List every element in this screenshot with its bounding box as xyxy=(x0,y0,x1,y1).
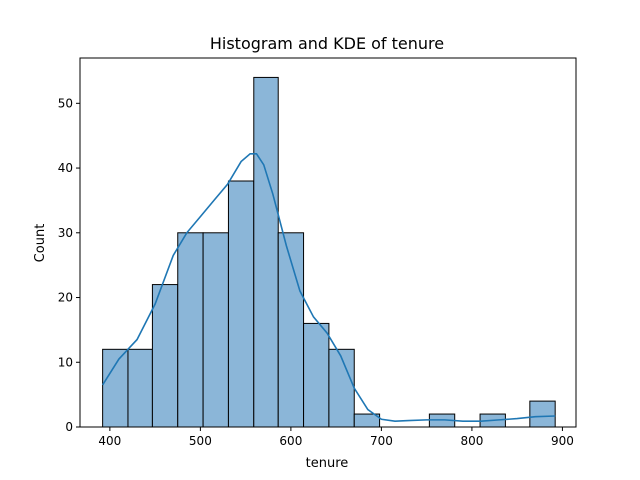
y-tick-label: 40 xyxy=(58,161,73,175)
x-tick-label: 700 xyxy=(370,434,393,448)
kde-curve xyxy=(101,153,556,422)
x-tick-label: 500 xyxy=(189,434,212,448)
y-axis-ticks: 0 10 20 30 40 50 xyxy=(58,96,80,434)
plot-frame xyxy=(79,57,577,428)
x-tick-label: 600 xyxy=(279,434,302,448)
y-tick-label: 0 xyxy=(65,420,73,434)
x-tick-label: 900 xyxy=(551,434,574,448)
chart-title: Histogram and KDE of tenure xyxy=(210,34,444,53)
histogram-bar xyxy=(202,232,229,428)
x-axis-ticks: 400 500 600 700 800 900 xyxy=(98,427,574,448)
y-tick-label: 20 xyxy=(58,291,73,305)
y-tick-label: 30 xyxy=(58,226,73,240)
y-axis-label: Count xyxy=(33,224,48,263)
histogram-bar xyxy=(177,232,204,428)
histogram-bar xyxy=(151,284,179,428)
histogram-bar xyxy=(277,232,305,428)
y-tick-label: 50 xyxy=(58,96,73,110)
histogram-bar xyxy=(328,348,355,428)
histogram-bar xyxy=(253,76,279,428)
histogram-bars xyxy=(102,76,556,428)
histogram-bar xyxy=(529,400,556,428)
histogram-bar xyxy=(303,322,330,428)
histogram-bar xyxy=(227,180,255,428)
y-tick-label: 10 xyxy=(58,355,73,369)
histogram-bar xyxy=(102,348,129,428)
x-tick-label: 800 xyxy=(460,434,483,448)
histogram-bar xyxy=(127,348,153,428)
x-axis-label: tenure xyxy=(306,456,349,471)
x-tick-label: 400 xyxy=(98,434,121,448)
